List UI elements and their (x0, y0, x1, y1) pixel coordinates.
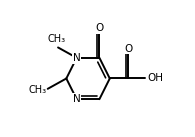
Text: O: O (95, 23, 104, 33)
Text: N: N (73, 53, 81, 63)
Text: OH: OH (147, 73, 163, 83)
Text: CH₃: CH₃ (28, 85, 47, 95)
Text: N: N (73, 94, 81, 104)
Text: CH₃: CH₃ (48, 34, 66, 44)
Text: O: O (124, 44, 133, 54)
